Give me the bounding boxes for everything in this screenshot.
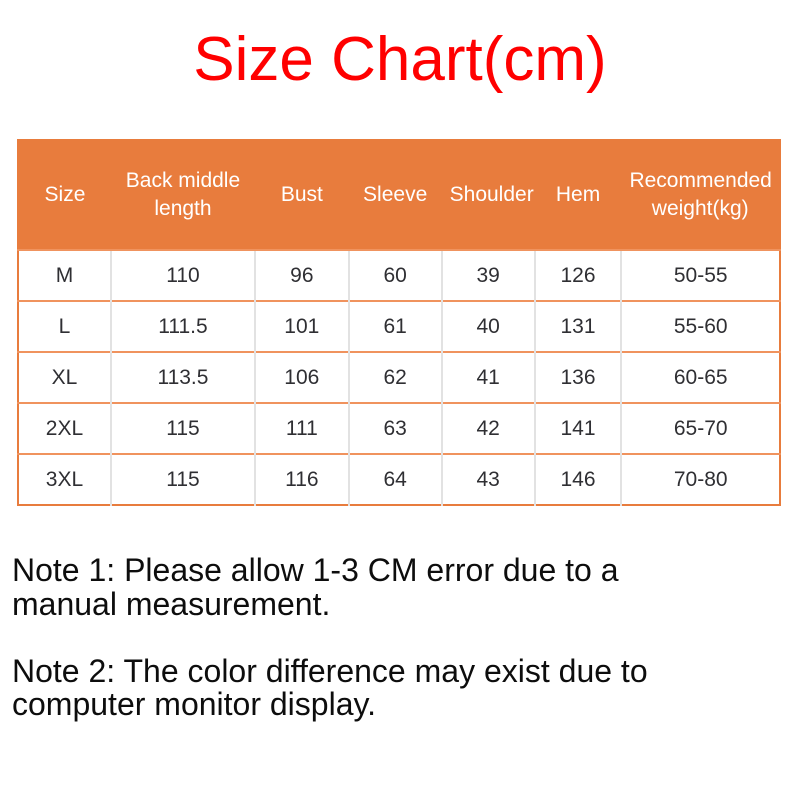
column-header: Hem	[534, 140, 622, 251]
value-cell: 106	[253, 351, 349, 404]
value-cell: 115	[109, 453, 255, 506]
value-cell: 126	[533, 249, 622, 302]
size-cell: XL	[18, 351, 111, 404]
table-row: 2XL 115 111 63 42 141 65-70	[18, 402, 780, 455]
value-cell: 70-80	[620, 453, 780, 506]
page-title: Size Chart(cm)	[193, 25, 607, 94]
note-1-line-2: manual measurement.	[12, 585, 331, 622]
table-header-row: Size Back middle length Bust Sleeve Shoulder…	[18, 140, 780, 251]
value-cell: 55-60	[620, 300, 780, 353]
value-cell: 62	[347, 351, 442, 404]
value-cell: 113.5	[109, 351, 255, 404]
size-chart-table: Size Back middle length Bust Sleeve Shoulder…	[17, 139, 781, 507]
column-header: Shoulder	[441, 140, 535, 251]
table-row: M 110 96 60 39 126 50-55	[18, 249, 780, 302]
value-cell: 63	[347, 402, 442, 455]
value-cell: 61	[347, 300, 442, 353]
column-header: Bust	[254, 140, 349, 251]
value-cell: 39	[440, 249, 535, 302]
value-cell: 60	[347, 249, 442, 302]
note-2-line-1: Note 2: The color difference may exist d…	[12, 652, 648, 689]
value-cell: 64	[347, 453, 442, 506]
value-cell: 96	[253, 249, 349, 302]
column-header: Sleeve	[348, 140, 442, 251]
size-cell: 2XL	[18, 402, 111, 455]
value-cell: 116	[253, 453, 349, 506]
table-row: XL 113.5 106 62 41 136 60-65	[18, 351, 780, 404]
value-cell: 42	[440, 402, 535, 455]
value-cell: 101	[253, 300, 349, 353]
value-cell: 111	[253, 402, 349, 455]
value-cell: 141	[533, 402, 622, 455]
value-cell: 41	[440, 351, 535, 404]
value-cell: 50-55	[620, 249, 780, 302]
column-header: Size	[18, 140, 111, 251]
value-cell: 65-70	[620, 402, 780, 455]
value-cell: 111.5	[109, 300, 255, 353]
note-1-line-1: Note 1: Please allow 1-3 CM error due to…	[12, 552, 619, 589]
note-1: Note 1: Please allow 1-3 CM error due to…	[12, 554, 752, 621]
notes-section: Note 1: Please allow 1-3 CM error due to…	[12, 554, 752, 721]
size-cell: 3XL	[18, 453, 111, 506]
value-cell: 40	[440, 300, 535, 353]
note-2-line-2: computer monitor display.	[12, 686, 376, 723]
table-row: 3XL 115 116 64 43 146 70-80	[18, 453, 780, 506]
column-header: Recommended weight(kg)	[621, 140, 780, 251]
column-header: Back middle length	[110, 140, 255, 251]
value-cell: 131	[533, 300, 622, 353]
value-cell: 136	[533, 351, 622, 404]
note-2: Note 2: The color difference may exist d…	[12, 652, 752, 723]
value-cell: 115	[109, 402, 255, 455]
value-cell: 60-65	[620, 351, 780, 404]
size-cell: M	[18, 249, 111, 302]
value-cell: 146	[533, 453, 622, 506]
size-cell: L	[18, 300, 111, 353]
value-cell: 110	[109, 249, 255, 302]
value-cell: 43	[440, 453, 535, 506]
table-row: L 111.5 101 61 40 131 55-60	[18, 300, 780, 353]
